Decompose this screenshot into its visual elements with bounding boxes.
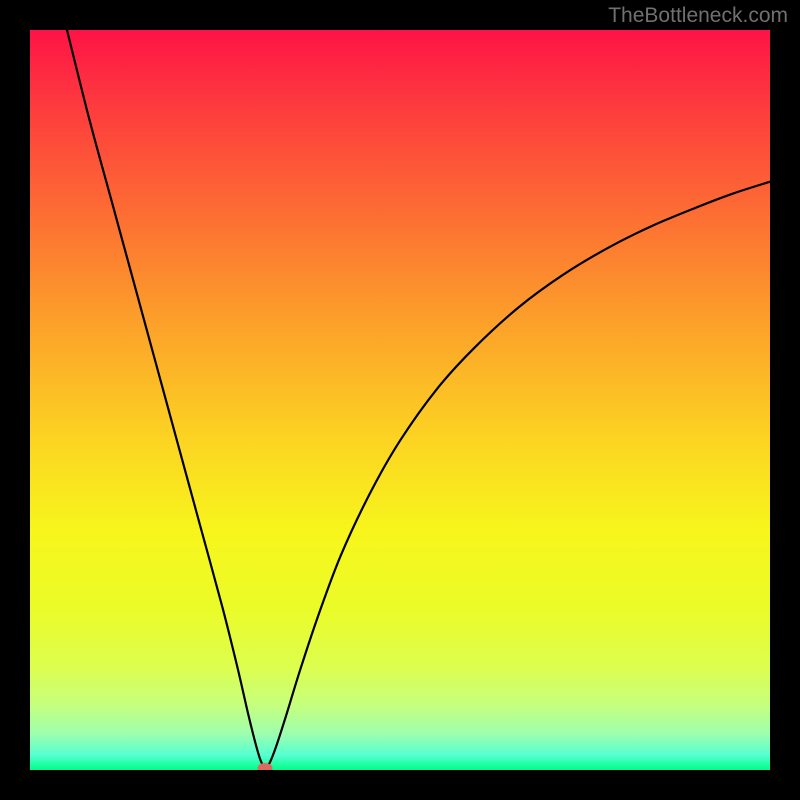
watermark-text: TheBottleneck.com — [608, 4, 788, 28]
bottleneck-curve — [30, 30, 770, 770]
minimum-marker — [258, 763, 273, 770]
plot-area — [30, 30, 770, 770]
